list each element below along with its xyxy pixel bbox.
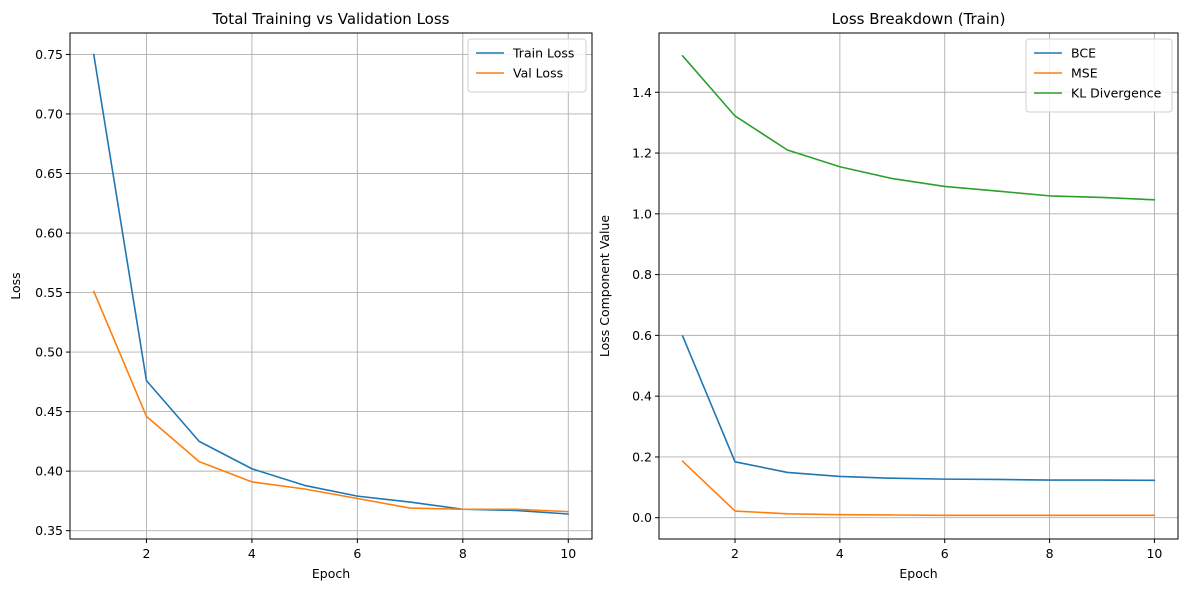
x-tick-label: 10 [1146,546,1162,561]
x-tick-label: 8 [459,546,467,561]
y-tick-label: 0.40 [35,464,63,479]
y-tick-label: 0.6 [632,328,652,343]
legend-label: BCE [1071,46,1096,61]
grid [659,33,1178,539]
legend-label: Val Loss [513,66,563,81]
y-tick-label: 1.2 [632,146,652,161]
x-tick-label: 10 [560,546,576,561]
x-tick-label: 2 [731,546,739,561]
series-group [92,53,570,515]
x-tick-label: 6 [353,546,361,561]
series-line-val-loss [92,290,570,513]
y-axis-label: Loss Component Value [597,215,612,358]
legend: BCE MSE KL Divergence [1025,38,1173,113]
legend: Train Loss Val Loss [467,38,587,93]
y-tick-label: 0.50 [35,345,63,360]
legend-label: KL Divergence [1071,86,1162,101]
y-tick-label: 0.55 [35,285,63,300]
x-tick-label: 8 [1046,546,1054,561]
x-axis-label: Epoch [899,566,937,581]
x-axis-label: Epoch [312,566,350,581]
plot-frame [658,32,1179,540]
y-tick-label: 0.4 [632,389,652,404]
series-line-bce [681,335,1156,482]
axes-ticks: 2 4 6 8 10 0.35 0.40 0.45 0.50 0.55 0.60 0.65 0.70 0.… [35,47,576,561]
y-tick-label: 0.70 [35,106,63,121]
y-axis-label: Loss [8,272,23,299]
series-line-mse [681,460,1156,517]
y-tick-label: 1.0 [632,206,652,221]
plot-frame [69,32,593,540]
y-tick-label: 0.75 [35,47,63,62]
legend-label: MSE [1071,66,1098,81]
chart-loss-breakdown: Loss Breakdown (Train) Epoch Loss Compon… [597,10,1179,581]
y-tick-label: 0.35 [35,523,63,538]
y-tick-label: 0.0 [632,510,652,525]
series-line-kl-divergence [681,54,1156,201]
x-tick-label: 2 [142,546,150,561]
chart-total-loss: Total Training vs Validation Loss Epoch … [8,10,593,581]
y-tick-label: 0.8 [632,267,652,282]
y-tick-label: 0.45 [35,404,63,419]
x-tick-label: 4 [248,546,256,561]
y-tick-label: 0.65 [35,166,63,181]
axes-ticks: 2 4 6 8 10 0.0 0.2 0.4 0.6 0.8 1.0 1.2 1.4 [632,85,1162,561]
chart-title: Loss Breakdown (Train) [832,10,1006,28]
chart-title: Total Training vs Validation Loss [212,10,450,28]
series-group [681,54,1156,517]
y-tick-label: 0.2 [632,449,652,464]
legend-box [1025,38,1173,113]
x-tick-label: 4 [836,546,844,561]
x-tick-label: 6 [941,546,949,561]
y-tick-label: 1.4 [632,85,652,100]
y-tick-label: 0.60 [35,226,63,241]
legend-label: Train Loss [512,46,574,61]
